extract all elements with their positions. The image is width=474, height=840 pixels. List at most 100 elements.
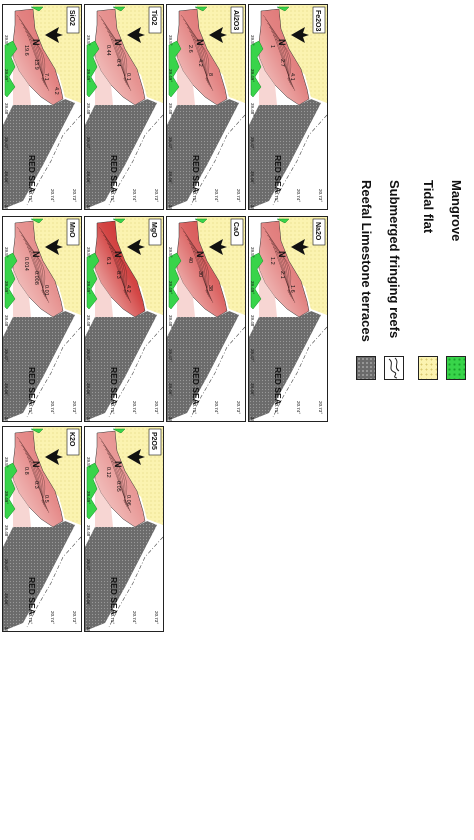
lat-tick-label: 39.45°: [168, 205, 173, 209]
panel-title: Fe2O3: [314, 10, 321, 32]
contour-value-label: 6.1: [105, 257, 111, 265]
title-box: [230, 6, 244, 34]
lat-tick-label: 39.46°: [86, 383, 91, 396]
mangrove-patch: [4, 462, 18, 520]
contour-value-label: 4.2: [53, 87, 59, 95]
lon-tick-label: 20.75°: [28, 611, 33, 624]
lat-tick-label: 39.47°: [250, 137, 255, 150]
low-zone: [95, 479, 113, 527]
legend-item-tidal-flat: Tidal flat: [414, 178, 440, 402]
lon-tick-label: 20.74°: [214, 401, 219, 414]
north-label: N: [31, 461, 41, 468]
contour-line: [18, 230, 48, 302]
mangrove-patch: [112, 428, 126, 434]
submerged-reef-line: [272, 114, 327, 206]
contour-line: [100, 440, 130, 512]
north-arrow-icon: [45, 239, 63, 255]
contour-value-label: 0.8: [23, 467, 29, 475]
north-label: N: [195, 251, 205, 258]
lat-tick-label: 39.47°: [4, 349, 9, 362]
north-label: N: [31, 39, 41, 46]
lon-tick-label: 20.74°: [132, 401, 137, 414]
contour-line: [18, 440, 48, 512]
map-svg: N Al2O3 2.6 4.2 8 RED SEA 39.45° 39.46° 39.47° 39…: [167, 5, 245, 209]
lon-tick-label: 20.75°: [110, 401, 115, 414]
contour-value-label: 4.2: [197, 59, 203, 67]
sea-label: RED SEA: [27, 155, 37, 193]
contour-value-label: 0.05: [115, 481, 121, 492]
lon-tick-label: 20.73°: [154, 401, 159, 414]
north-label: N: [113, 251, 123, 258]
map-svg: N MnO 0.014 0.008 0.01 RED SEA 39.45° 39.46° 39.…: [3, 217, 81, 421]
contour-value-label: 2.6: [187, 45, 193, 53]
lon-tick-label: 20.74°: [132, 189, 137, 202]
lat-tick-label: 39.48°: [86, 315, 91, 328]
contour-line: [186, 238, 210, 298]
sea-label: RED SEA: [109, 155, 119, 193]
mangrove-patch: [168, 40, 182, 98]
lon-tick-label: 20.73°: [154, 189, 159, 202]
contour-value-label: 1.6: [289, 285, 295, 293]
mangrove-swatch: [446, 356, 466, 380]
lat-tick-label: 39.49°: [86, 69, 91, 82]
panel-title: P2O5: [150, 432, 157, 450]
contour-value-label: 1: [269, 45, 275, 48]
reef-terrace-band: [85, 311, 157, 421]
contour-value-label: 7.1: [43, 73, 49, 81]
contour-value-label: 0.008: [33, 271, 39, 285]
contour-line: [268, 26, 292, 86]
contour-value-label: 0.4: [115, 59, 121, 67]
lat-tick-label: 39.46°: [4, 593, 9, 606]
lon-tick-label: 20.75°: [192, 189, 197, 202]
mangrove-patch: [30, 6, 44, 12]
mangrove-patch: [112, 218, 126, 224]
lon-tick-label: 20.74°: [296, 401, 301, 414]
title-box: [148, 428, 162, 456]
contour-line: [102, 234, 129, 300]
map-panel-mgo: N MgO 6.1 8.3 4.2 RED SEA 39.45° 39.46° 39.47° 39…: [84, 216, 164, 422]
lon-tick-label: 20.74°: [50, 611, 55, 624]
north-arrow-icon: [127, 449, 145, 465]
north-arrow-icon: [45, 27, 63, 43]
lat-tick-label: 39.47°: [250, 349, 255, 362]
map-panel-cao: N CaO 40 30 38 RED SEA 39.45° 39.46° 39.47° 39.48…: [166, 216, 246, 422]
mangrove-patch: [168, 252, 182, 310]
map-panel-sio2: N SiO2 19.6 13.9 7.1 4.2 RED SEA 39.45° 39.46° 39…: [2, 4, 82, 210]
title-box: [230, 218, 244, 246]
mangrove-patch: [194, 218, 208, 224]
lat-tick-label: 39.47°: [86, 349, 91, 362]
panel-title: CaO: [232, 222, 239, 237]
lat-tick-label: 39.46°: [250, 383, 255, 396]
contour-value-label: 8: [207, 73, 213, 76]
lat-tick-label: 39.45°: [168, 417, 173, 421]
lat-tick-label: 39.46°: [168, 383, 173, 396]
mangrove-patch: [276, 218, 290, 224]
lon-tick-label: 20.75°: [274, 401, 279, 414]
title-box: [66, 428, 80, 456]
lat-tick-label: 39.45°: [250, 417, 255, 421]
lat-tick-label: 39.45°: [86, 205, 91, 209]
lat-tick-label: 39.46°: [86, 171, 91, 184]
lat-tick-label: 39.5°: [168, 35, 173, 46]
north-label: N: [31, 251, 41, 258]
lon-tick-label: 20.75°: [274, 189, 279, 202]
contour-line: [104, 26, 128, 86]
map-panel-na2o: N Na2O 1.2 2.1 1.6 RED SEA 39.45° 39.46° 39.47° 3…: [248, 216, 328, 422]
submerged-reef-line: [108, 536, 163, 628]
lat-tick-label: 39.5°: [4, 457, 9, 468]
lon-tick-label: 20.74°: [214, 189, 219, 202]
contour-line: [182, 230, 212, 302]
contour-value-label: 4.1: [289, 73, 295, 81]
legend-item-reef-terrace: Reefal Limestone terraces: [352, 178, 378, 402]
lon-tick-label: 20.73°: [72, 611, 77, 624]
north-arrow-icon: [127, 27, 145, 43]
contour-line: [100, 230, 130, 302]
map-svg: N CaO 40 30 38 RED SEA 39.45° 39.46° 39.47° 39.48…: [167, 217, 245, 421]
panel-title: Al2O3: [232, 10, 239, 30]
mangrove-patch: [112, 6, 126, 12]
panel-title: MgO: [150, 222, 157, 238]
reef-terrace-band: [167, 311, 239, 421]
contour-value-label: 30: [197, 271, 203, 277]
north-label: N: [277, 39, 287, 46]
lat-tick-label: 39.5°: [168, 247, 173, 258]
